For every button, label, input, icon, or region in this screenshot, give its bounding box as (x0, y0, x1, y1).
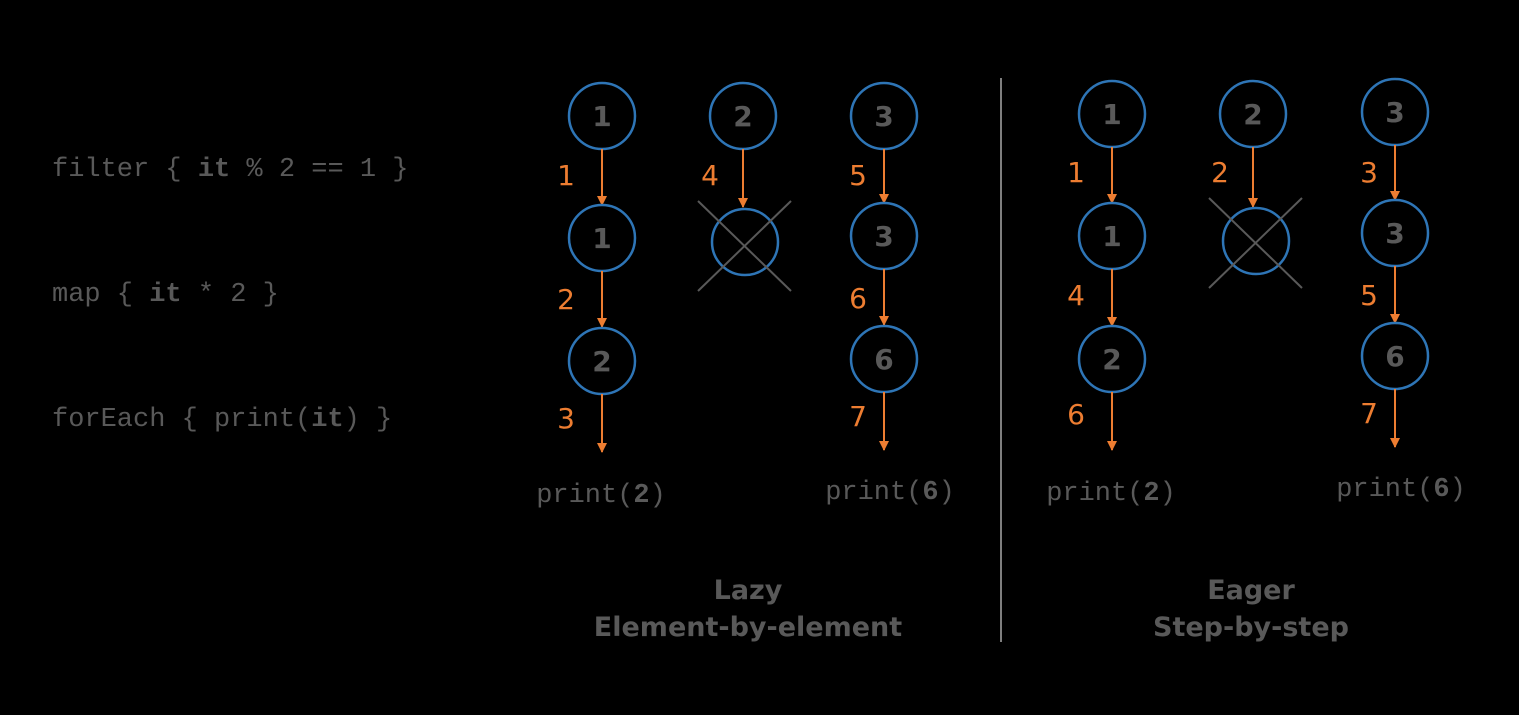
eager-caption-title: Eager (1207, 575, 1295, 606)
eager-column-2: 2 2 (1208, 79, 1303, 289)
eager-input-node-1-label: 1 (1102, 98, 1121, 131)
eager-step-label-3: 3 (1360, 156, 1378, 189)
lazy-column-1: 1 1 1 2 2 3 print(2) (536, 81, 666, 511)
lazy-map-node-1-label: 2 (592, 345, 611, 378)
eager-caption-subtitle: Step-by-step (1153, 612, 1349, 643)
eager-reject-cross-line-2 (1208, 197, 1303, 289)
lazy-filter-node-1-label: 1 (592, 222, 611, 255)
eager-filter-node-3-label: 3 (1385, 217, 1404, 250)
lazy-input-node-1-label: 1 (592, 100, 611, 133)
eager-step-label-4: 4 (1067, 279, 1085, 312)
eager-output-2: print(6) (1336, 475, 1466, 505)
lazy-step-label-3: 3 (557, 402, 575, 435)
lazy-caption-title: Lazy (714, 575, 783, 606)
lazy-rejected-node (710, 207, 780, 277)
lazy-input-node-2-label: 2 (733, 100, 752, 133)
eager-input-node-3-label: 3 (1385, 96, 1404, 129)
eager-step-label-7: 7 (1360, 397, 1378, 430)
lazy-filter-node-3-label: 3 (874, 220, 893, 253)
eager-filter-node-1-label: 1 (1102, 220, 1121, 253)
lazy-step-label-2: 2 (557, 283, 575, 316)
eager-column-3: 3 3 3 5 6 7 print(6) (1336, 77, 1466, 505)
code-map: map { it * 2 } (52, 280, 279, 310)
lazy-output-1: print(2) (536, 481, 666, 511)
lazy-column-3: 3 5 3 6 6 7 print(6) (825, 81, 955, 508)
lazy-reject-cross-line-2 (697, 200, 792, 292)
eager-step-label-5: 5 (1360, 279, 1378, 312)
eager-output-1: print(2) (1046, 479, 1176, 509)
lazy-step-label-5: 5 (849, 159, 867, 192)
eager-step-label-6: 6 (1067, 398, 1085, 431)
code-foreach: forEach { print(it) } (52, 405, 392, 435)
lazy-step-label-7: 7 (849, 400, 867, 433)
lazy-step-label-1: 1 (557, 159, 575, 192)
lazy-caption-subtitle: Element-by-element (594, 612, 902, 643)
lazy-step-label-4: 4 (701, 159, 719, 192)
lazy-input-node-3-label: 3 (874, 100, 893, 133)
eager-input-node-2-label: 2 (1243, 98, 1262, 131)
eager-step-label-2: 2 (1211, 156, 1229, 189)
code-filter: filter { it % 2 == 1 } (52, 155, 408, 185)
lazy-column-2: 2 4 (697, 81, 792, 292)
lazy-map-node-3-label: 6 (874, 343, 893, 376)
eager-rejected-node (1221, 206, 1291, 276)
lazy-output-2: print(6) (825, 478, 955, 508)
lazy-step-label-6: 6 (849, 282, 867, 315)
eager-map-node-1-label: 2 (1102, 343, 1121, 376)
eager-column-1: 1 1 1 4 2 6 print(2) (1046, 79, 1176, 509)
eager-step-label-1: 1 (1067, 156, 1085, 189)
eager-map-node-3-label: 6 (1385, 340, 1404, 373)
